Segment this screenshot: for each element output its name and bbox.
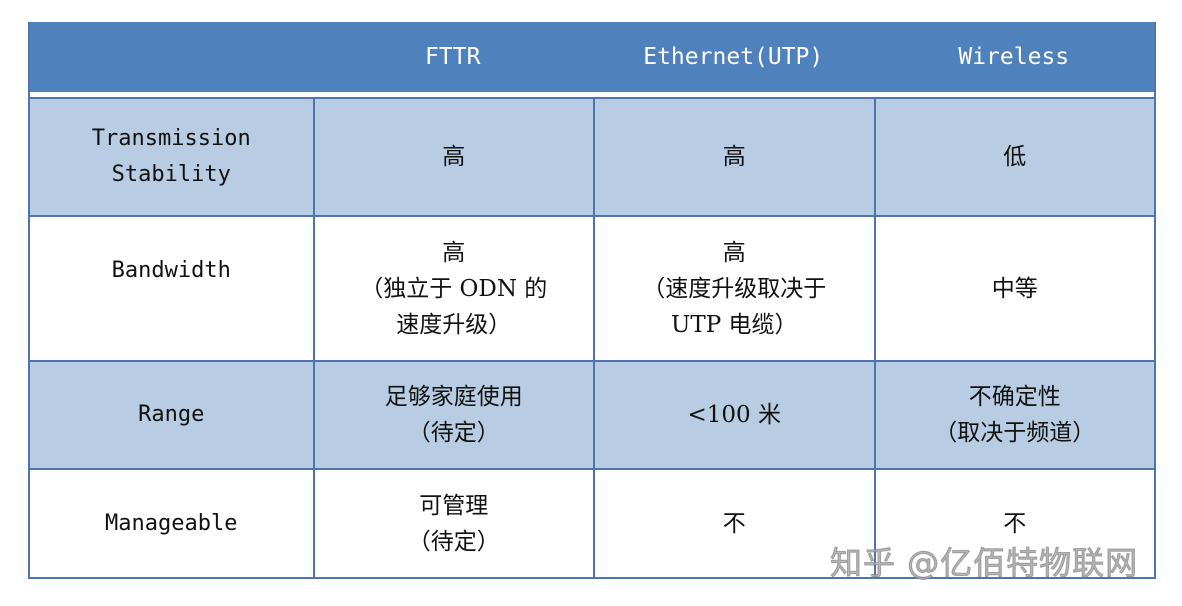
table-row: Manageable 可管理 （待定） 不 不: [30, 468, 1154, 577]
table-row: Transmission Stability 高 高 低: [30, 97, 1154, 215]
row-label: Range: [138, 402, 205, 427]
table-cell: 低: [873, 99, 1155, 215]
table-cell: 高 （速度升级取决于 UTP 电缆）: [593, 217, 874, 360]
table-cell: <100 米: [593, 362, 874, 468]
row-label: Bandwidth: [111, 258, 231, 283]
table-cell: 足够家庭使用 （待定）: [312, 362, 594, 468]
header-cell-wireless: Wireless: [958, 44, 1070, 70]
table-row: Range 足够家庭使用 （待定） <100 米 不确定性 （取决于频道）: [30, 360, 1154, 468]
row-label: Manageable: [105, 510, 238, 536]
comparison-table: FTTR Ethernet(UTP) Wireless Transmission…: [28, 22, 1156, 579]
table-cell: 可管理 （待定）: [312, 470, 594, 577]
table-cell: 高 （独立于 ODN 的 速度升级）: [312, 217, 594, 360]
header-cell-empty: [30, 22, 313, 92]
table-cell: 高: [312, 99, 594, 215]
table-header: FTTR Ethernet(UTP) Wireless: [30, 22, 1154, 97]
table-cell: 不确定性 （取决于频道）: [873, 362, 1155, 468]
header-cell-ethernet: Ethernet(UTP): [643, 44, 824, 70]
table-row: Bandwidth 高 （独立于 ODN 的 速度升级） 高 （速度升级取决于 …: [30, 215, 1154, 360]
table-cell: 高: [593, 99, 874, 215]
table-cell: 中等: [873, 217, 1155, 360]
row-label: Transmission Stability: [91, 126, 251, 187]
watermark: 知乎 @亿佰特物联网: [829, 544, 1139, 583]
header-cell-fttr: FTTR: [425, 44, 481, 70]
table-cell: 不: [593, 470, 874, 577]
table-cell: 不: [873, 470, 1155, 577]
